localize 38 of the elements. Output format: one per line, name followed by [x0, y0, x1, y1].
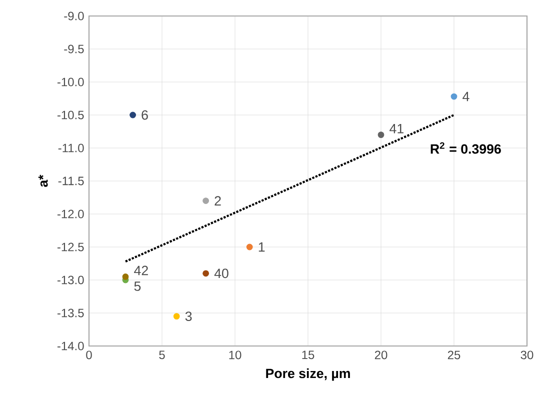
point — [202, 198, 209, 204]
x-tick-label: 25 — [448, 350, 460, 360]
y-tick-label: -13.0 — [57, 276, 84, 284]
point — [202, 270, 209, 277]
point — [246, 244, 253, 250]
series-label: 5 — [134, 282, 141, 291]
series-label: 42 — [134, 266, 148, 276]
point — [130, 112, 136, 118]
series-label: 6 — [142, 110, 148, 120]
point — [378, 132, 384, 138]
y-tick-label: -9.5 — [64, 44, 84, 54]
x-tick-label: 10 — [229, 350, 242, 360]
x-tick-label: 0 — [86, 350, 92, 360]
annotation: R$^{2}$ = 0.3996 — [430, 142, 501, 154]
point — [173, 313, 180, 320]
y-tick-label: -12.5 — [57, 242, 84, 252]
series-label: 40 — [214, 268, 228, 278]
series-label: 41 — [390, 124, 404, 134]
point — [122, 274, 129, 280]
series-label: 1 — [258, 242, 265, 252]
y-tick-label: -14.0 — [57, 342, 84, 350]
y-tick-label: -10.0 — [57, 78, 84, 86]
x-axis-title: Pore size, µm — [266, 368, 350, 381]
series-label: 2 — [214, 196, 221, 206]
x-tick-label: 15 — [302, 350, 314, 360]
y-tick-label: -13.5 — [57, 308, 84, 318]
x-tick-label: 30 — [520, 350, 534, 360]
y-tick-label: -12.0 — [57, 210, 84, 218]
y-axis-title: a* — [38, 174, 48, 187]
series-label: 3 — [185, 312, 192, 322]
y-tick-label: -11.0 — [58, 144, 84, 152]
point — [450, 93, 458, 100]
series-label: 4 — [462, 92, 470, 102]
y-tick-label: -10.5 — [57, 110, 84, 120]
x-tick-label: 20 — [374, 350, 388, 360]
x-tick-label: 5 — [159, 350, 165, 360]
y-tick-label: -9.0 — [64, 12, 84, 20]
y-tick-label: -11.5 — [58, 176, 84, 186]
